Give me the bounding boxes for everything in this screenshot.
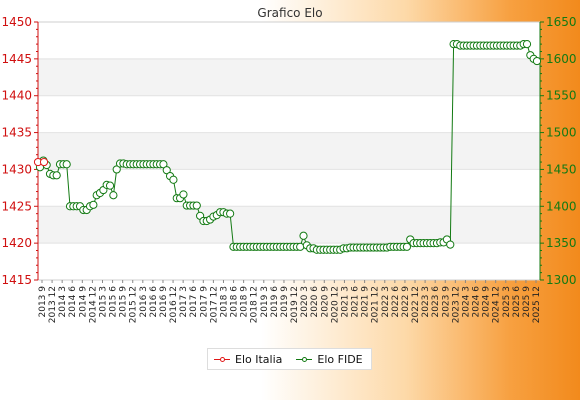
x-tick-label: 2021 12 bbox=[371, 286, 381, 323]
right-tick-label: 1600 bbox=[546, 52, 577, 66]
point-elo-fide bbox=[179, 190, 188, 199]
point-elo-fide bbox=[532, 56, 542, 66]
x-tick-label: 2018 6 bbox=[230, 286, 240, 318]
x-tick-label: 2017 9 bbox=[199, 286, 209, 318]
left-tick-label: 1420 bbox=[1, 236, 32, 250]
grid-band bbox=[38, 206, 540, 244]
chart-title: Grafico Elo bbox=[257, 6, 322, 20]
point-elo-fide bbox=[522, 40, 532, 49]
x-tick-label: 2016 9 bbox=[159, 286, 169, 318]
x-tick-label: 2022 6 bbox=[391, 286, 401, 318]
x-tick-label: 2025 12 bbox=[532, 286, 542, 323]
left-tick-label: 1440 bbox=[1, 89, 32, 103]
x-tick-label: 2020 3 bbox=[300, 286, 310, 318]
x-tick-label: 2024 12 bbox=[492, 286, 502, 323]
grid-band bbox=[38, 132, 540, 170]
x-tick-label: 2021 3 bbox=[340, 286, 350, 318]
left-tick-label: 1415 bbox=[1, 273, 32, 287]
point-elo-fide bbox=[89, 200, 98, 209]
chart-legend: Elo Italia Elo FIDE bbox=[207, 348, 372, 370]
x-tick-label: 2018 9 bbox=[240, 286, 250, 318]
point-elo-fide bbox=[299, 231, 308, 240]
x-tick-label: 2017 12 bbox=[209, 286, 219, 323]
x-tick-label: 2016 12 bbox=[169, 286, 179, 323]
left-tick-label: 1435 bbox=[1, 126, 32, 140]
x-tick-label: 2022 9 bbox=[401, 286, 411, 318]
x-tick-label: 2020 9 bbox=[320, 286, 330, 318]
x-tick-label: 2019 6 bbox=[270, 286, 280, 318]
x-tick-label: 2014 6 bbox=[68, 286, 78, 318]
right-tick-label: 1400 bbox=[546, 199, 577, 213]
left-tick-label: 1430 bbox=[1, 162, 32, 176]
x-tick-label: 2014 12 bbox=[88, 286, 98, 323]
x-tick-label: 2025 9 bbox=[522, 286, 532, 318]
left-tick-label: 1450 bbox=[1, 15, 32, 29]
x-tick-label: 2021 9 bbox=[361, 286, 371, 318]
legend-marker-elo-fide bbox=[296, 354, 313, 364]
x-tick-label: 2016 3 bbox=[139, 286, 149, 318]
x-tick-label: 2014 3 bbox=[58, 286, 68, 318]
point-elo-fide bbox=[296, 242, 305, 251]
x-tick-label: 2024 3 bbox=[461, 286, 471, 318]
x-tick-label: 2013 9 bbox=[38, 286, 48, 318]
right-tick-label: 1350 bbox=[546, 236, 577, 250]
right-tick-label: 1500 bbox=[546, 126, 577, 140]
point-elo-fide bbox=[109, 191, 118, 200]
x-tick-label: 2015 12 bbox=[129, 286, 139, 323]
x-tick-label: 2023 6 bbox=[431, 286, 441, 318]
point-elo-italia bbox=[39, 157, 49, 167]
x-tick-label: 2024 6 bbox=[472, 286, 482, 318]
point-elo-fide bbox=[52, 171, 61, 180]
x-tick-label: 2018 12 bbox=[250, 286, 260, 323]
x-tick-label: 2015 3 bbox=[98, 286, 108, 318]
point-elo-fide bbox=[192, 201, 201, 210]
x-tick-label: 2019 12 bbox=[290, 286, 300, 323]
x-tick-label: 2019 3 bbox=[260, 286, 270, 318]
x-tick-label: 2015 6 bbox=[109, 286, 119, 318]
x-tick-label: 2022 12 bbox=[411, 286, 421, 323]
x-tick-label: 2023 3 bbox=[421, 286, 431, 318]
left-tick-label: 1445 bbox=[1, 52, 32, 66]
right-tick-label: 1550 bbox=[546, 89, 577, 103]
x-tick-label: 2020 12 bbox=[330, 286, 340, 323]
point-elo-fide bbox=[169, 175, 178, 184]
x-tick-label: 2022 3 bbox=[381, 286, 391, 318]
legend-marker-elo-italia bbox=[214, 354, 230, 364]
legend-label-elo-italia: Elo Italia bbox=[235, 352, 283, 366]
point-elo-fide bbox=[105, 181, 115, 190]
x-tick-label: 2017 3 bbox=[179, 286, 189, 318]
point-elo-fide bbox=[226, 209, 235, 218]
x-tick-label: 2023 9 bbox=[441, 286, 451, 318]
grid-band bbox=[38, 58, 540, 96]
right-tick-label: 1450 bbox=[546, 162, 577, 176]
x-tick-label: 2017 6 bbox=[189, 286, 199, 318]
x-tick-label: 2020 6 bbox=[310, 286, 320, 318]
x-tick-label: 2019 9 bbox=[280, 286, 290, 318]
left-tick-label: 1425 bbox=[1, 199, 32, 213]
point-elo-fide bbox=[62, 160, 71, 169]
x-tick-label: 2014 9 bbox=[78, 286, 88, 318]
right-tick-label: 1650 bbox=[546, 15, 577, 29]
x-tick-label: 2025 6 bbox=[512, 286, 522, 318]
point-elo-fide bbox=[402, 242, 412, 251]
x-tick-label: 2023 12 bbox=[451, 286, 461, 323]
point-elo-fide bbox=[446, 240, 455, 249]
legend-item-elo-italia: Elo Italia bbox=[214, 353, 282, 366]
x-tick-label: 2025 3 bbox=[502, 286, 512, 318]
legend-label-elo-fide: Elo FIDE bbox=[317, 352, 363, 366]
x-tick-label: 2018 3 bbox=[219, 286, 229, 318]
legend-item-elo-fide: Elo FIDE bbox=[296, 352, 363, 366]
x-tick-label: 2016 6 bbox=[149, 286, 159, 318]
x-tick-label: 2021 6 bbox=[351, 286, 361, 318]
x-tick-label: 2024 9 bbox=[482, 286, 492, 318]
x-tick-label: 2013 12 bbox=[48, 286, 58, 323]
right-tick-label: 1300 bbox=[546, 273, 577, 287]
x-tick-label: 2015 9 bbox=[119, 286, 129, 318]
